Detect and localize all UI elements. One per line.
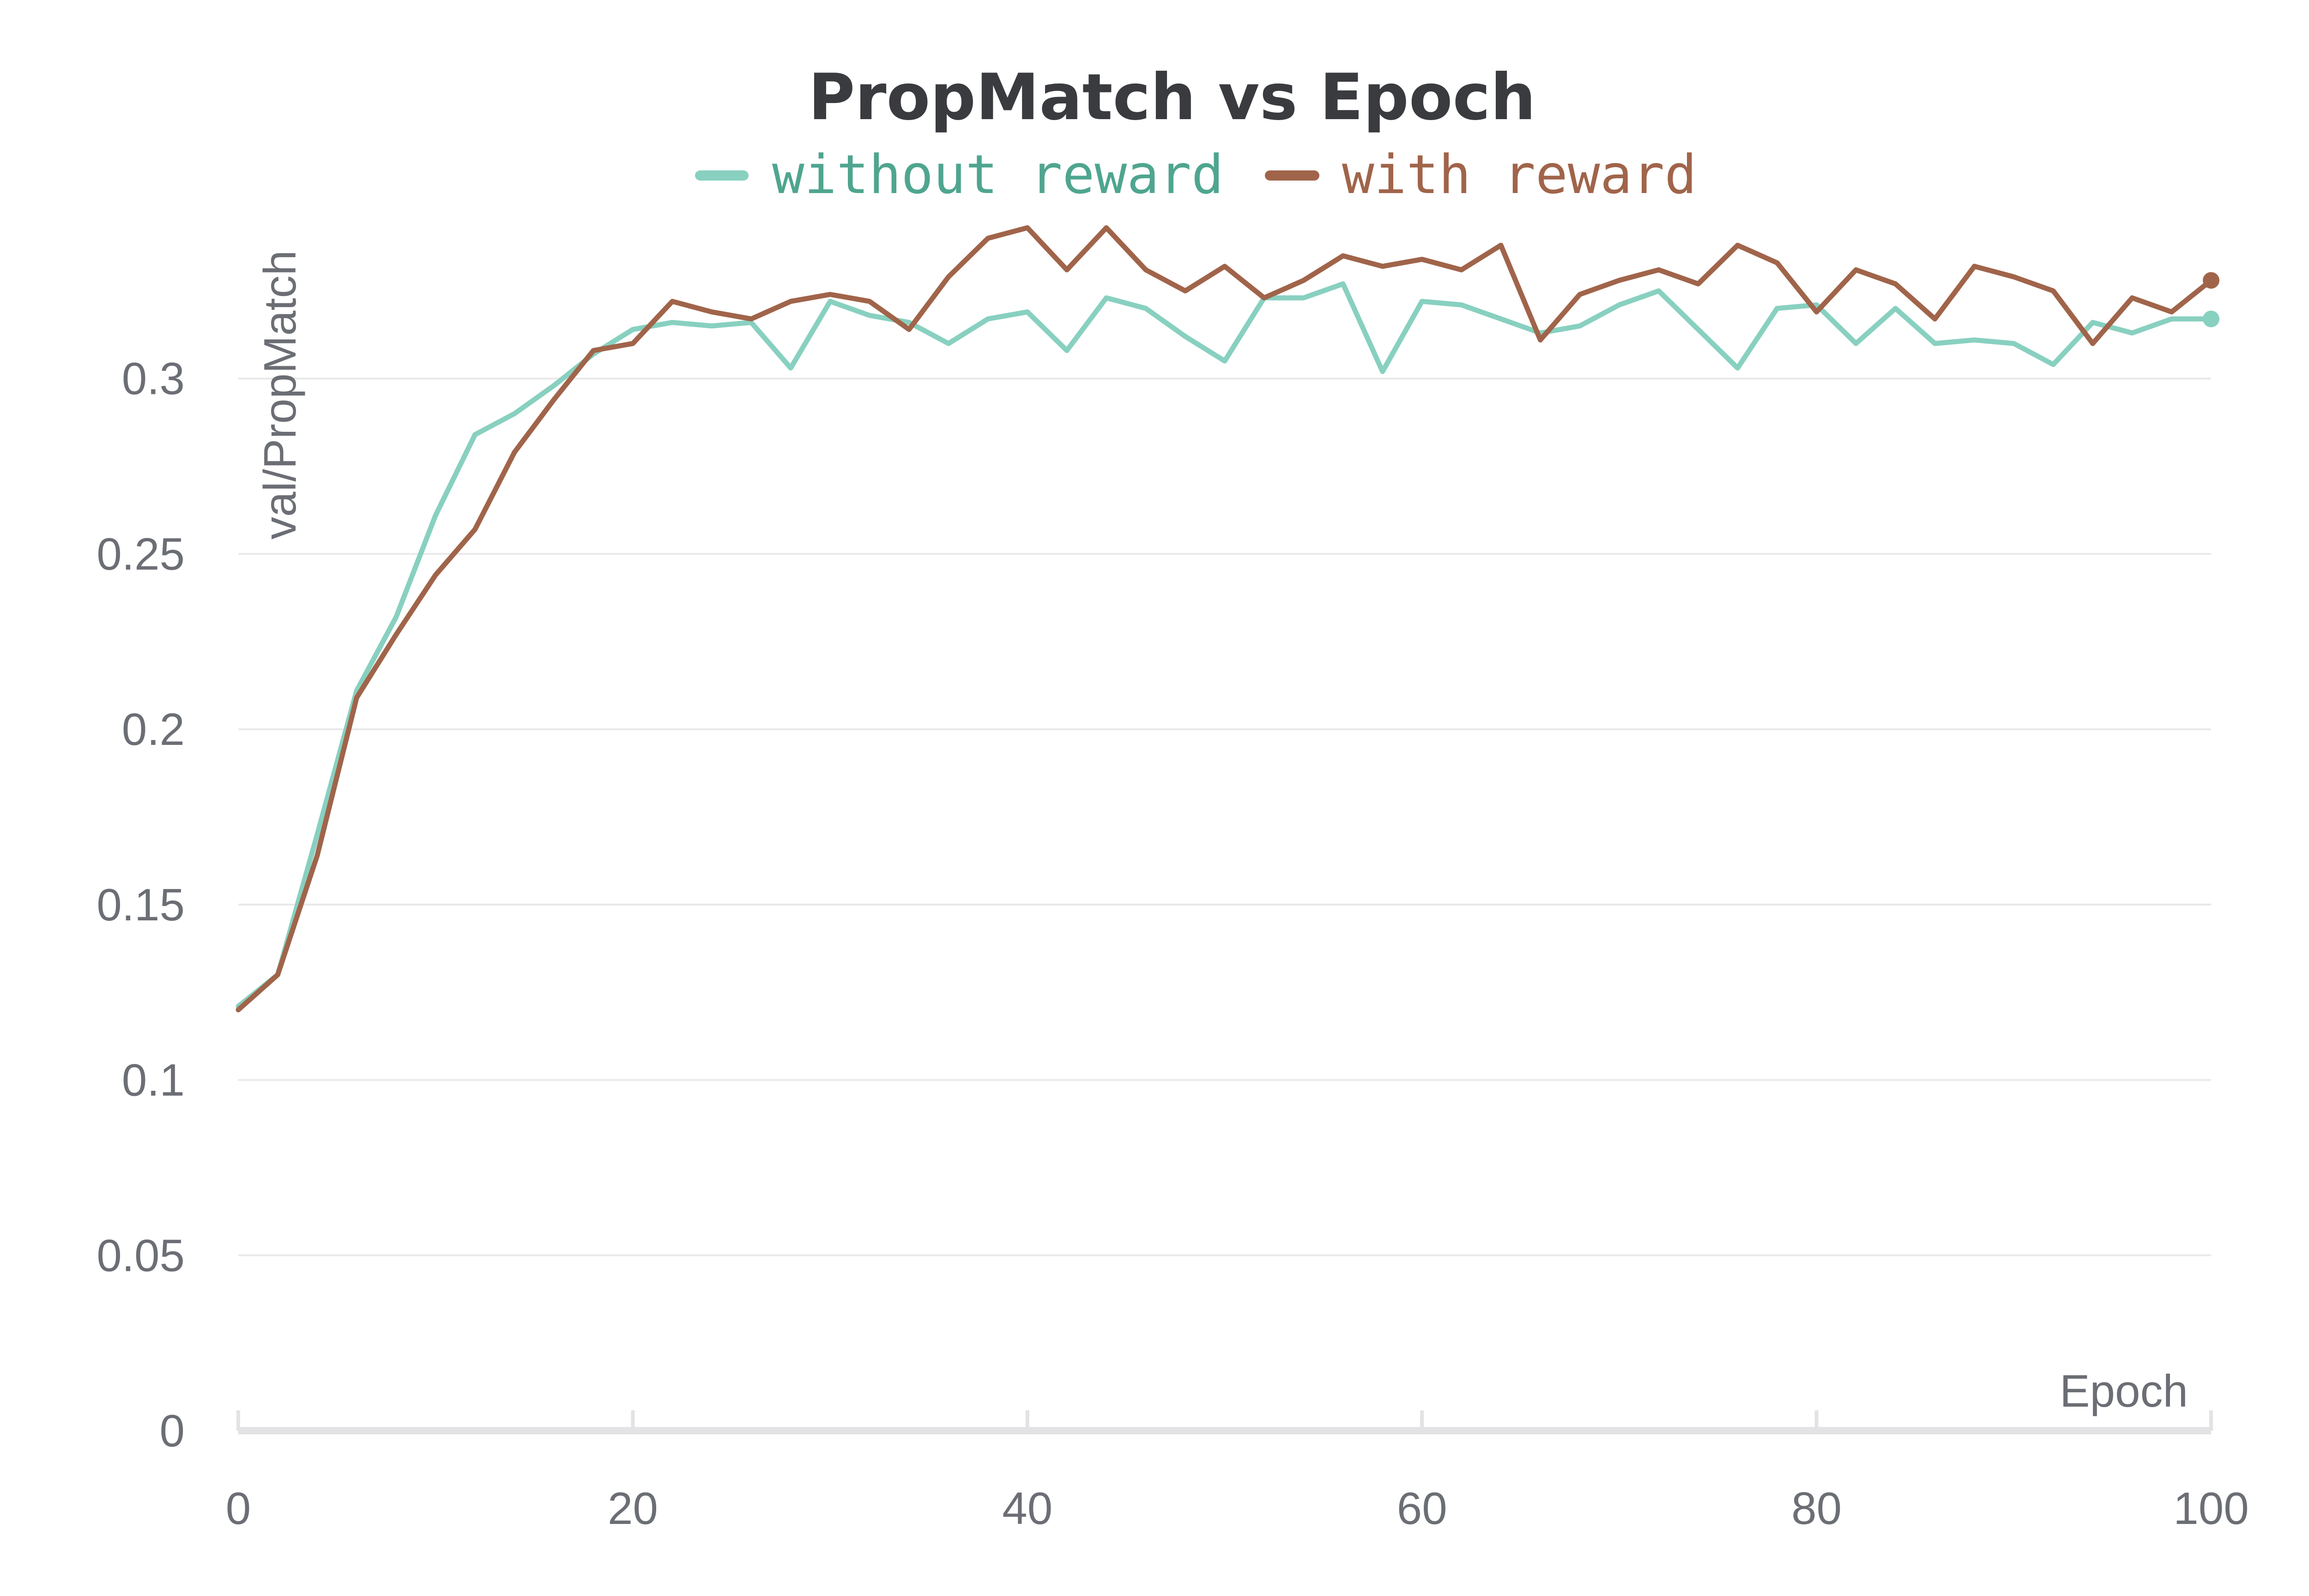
y-tick-label-6: 0.3: [122, 353, 185, 404]
y-tick-label-2: 0.1: [122, 1055, 185, 1106]
series-line-with-reward: [236, 225, 2214, 1013]
y-tick-label-3: 0.15: [97, 879, 185, 930]
x-axis-ticks: 0 20 40 60 80 100: [226, 1410, 2249, 1534]
chart-title: PropMatch vs Epoch: [808, 60, 1535, 134]
y-tick-label-5: 0.25: [97, 528, 185, 579]
y-tick-label-4: 0.2: [122, 704, 185, 755]
series-end-marker-without-reward: [2203, 310, 2219, 327]
gridlines: [238, 377, 2211, 1257]
series-lines: [236, 225, 2219, 1013]
x-axis-label: Epoch: [2060, 1366, 2188, 1416]
legend-label-0: without reward: [772, 144, 1224, 206]
x-tick-label-5: 100: [2173, 1483, 2249, 1534]
y-axis-label: val/PropMatch: [254, 250, 305, 539]
x-tick-label-2: 40: [1002, 1483, 1052, 1534]
x-tick-label-0: 0: [226, 1483, 251, 1534]
y-tick-label-1: 0.05: [97, 1230, 185, 1281]
legend-label-1: with reward: [1342, 144, 1697, 206]
x-tick-label-3: 60: [1397, 1483, 1447, 1534]
y-axis-ticks: 0 0.05 0.1 0.15 0.2 0.25 0.3: [97, 353, 185, 1456]
x-tick-label-4: 80: [1791, 1483, 1842, 1534]
y-tick-label-0: 0: [159, 1405, 185, 1456]
legend: without reward with reward: [695, 144, 1697, 206]
series-end-marker-with-reward: [2203, 272, 2219, 289]
x-tick-label-1: 20: [608, 1483, 658, 1534]
series-line-without-reward: [236, 281, 2214, 1009]
